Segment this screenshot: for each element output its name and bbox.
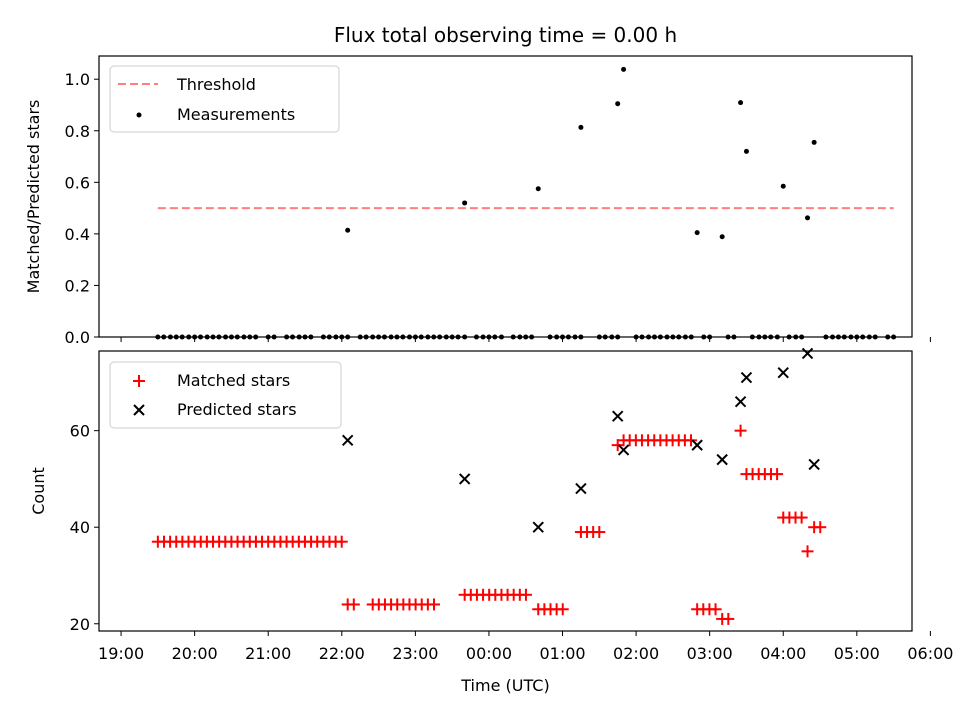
measurement-point bbox=[719, 234, 725, 240]
time-x-axis: 19:00 20:00 21:00 22:00 23:00 00:00 01:00 02:00… bbox=[98, 631, 953, 663]
predicted-star-marker bbox=[458, 473, 471, 485]
measurement-point bbox=[345, 227, 351, 233]
matched-star-marker bbox=[427, 598, 440, 611]
legend-matched-swatch bbox=[133, 375, 145, 387]
predicted-star-marker bbox=[532, 521, 544, 533]
ratio-y-tick-label: 0.8 bbox=[65, 122, 90, 141]
ratio-y-tick-label: 0.0 bbox=[65, 328, 90, 347]
time-x-tick-label: 04:00 bbox=[760, 644, 806, 663]
matched-star-marker bbox=[722, 612, 735, 625]
predicted-star-marker bbox=[808, 458, 820, 471]
counts-y-tick-label: 40 bbox=[70, 518, 90, 537]
matched-star-marker bbox=[556, 603, 569, 616]
time-x-tick-label: 23:00 bbox=[392, 644, 438, 663]
counts-y-axis-label: Count bbox=[29, 467, 48, 515]
predicted-star-marker bbox=[575, 482, 587, 495]
predicted-star-marker bbox=[341, 434, 354, 447]
ratio-y-axis-label: Matched/Predicted stars bbox=[24, 100, 43, 294]
matched-star-marker bbox=[814, 521, 827, 534]
measurement-point bbox=[811, 139, 817, 145]
time-x-tick-label: 20:00 bbox=[172, 644, 218, 663]
measurement-point bbox=[535, 186, 541, 192]
predicted-star-marker bbox=[777, 367, 789, 379]
legend-measurements-swatch bbox=[136, 112, 142, 118]
counts-plot-area bbox=[151, 347, 827, 625]
time-x-tick-label: 19:00 bbox=[98, 644, 144, 663]
measurement-point bbox=[780, 183, 786, 189]
counts-y-tick-label: 60 bbox=[70, 422, 90, 441]
matched-star-marker bbox=[709, 603, 722, 616]
measurement-point bbox=[743, 148, 749, 154]
matched-star-marker bbox=[795, 511, 808, 524]
counts-legend: Matched stars Predicted stars bbox=[109, 361, 342, 429]
top-chart-title: Flux total observing time = 0.00 h bbox=[334, 23, 677, 47]
ratio-y-tick-label: 1.0 bbox=[65, 70, 90, 89]
predicted-star-marker bbox=[801, 347, 814, 360]
measurement-point bbox=[462, 200, 468, 206]
legend-measurements-label: Measurements bbox=[177, 105, 295, 124]
measurement-point bbox=[738, 100, 744, 106]
measurement-point bbox=[615, 101, 621, 107]
matched-star-marker bbox=[335, 535, 348, 548]
predicted-star-marker bbox=[617, 444, 630, 456]
time-x-tick-label: 05:00 bbox=[834, 644, 880, 663]
predicted-star-marker bbox=[611, 410, 624, 422]
predicted-star-marker bbox=[740, 371, 753, 384]
counts-y-tick-label: 20 bbox=[70, 615, 90, 634]
measurement-point bbox=[694, 230, 700, 236]
time-x-tick-label: 00:00 bbox=[466, 644, 512, 663]
ratio-y-tick-label: 0.6 bbox=[65, 173, 90, 192]
matched-star-marker bbox=[593, 526, 606, 539]
measurement-point bbox=[621, 66, 627, 72]
predicted-star-marker bbox=[734, 395, 747, 408]
legend-threshold-label: Threshold bbox=[176, 75, 256, 94]
measurement-point bbox=[578, 124, 584, 130]
counts-plot-frame bbox=[98, 350, 913, 632]
time-x-tick-label: 02:00 bbox=[613, 644, 659, 663]
matched-star-marker bbox=[734, 424, 747, 437]
matched-star-marker bbox=[801, 545, 814, 558]
ratio-y-tick-label: 0.4 bbox=[65, 225, 90, 244]
ratio-legend: Threshold Measurements bbox=[109, 65, 340, 133]
legend-predicted-swatch bbox=[133, 404, 145, 416]
time-x-tick-label: 21:00 bbox=[245, 644, 291, 663]
time-x-tick-label: 03:00 bbox=[687, 644, 733, 663]
ratio-x-ticks bbox=[120, 337, 931, 342]
legend-matched-label: Matched stars bbox=[177, 371, 290, 390]
matched-star-marker bbox=[519, 588, 532, 601]
predicted-star-marker bbox=[691, 439, 703, 451]
matched-star-marker bbox=[347, 598, 360, 611]
time-x-axis-label: Time (UTC) bbox=[460, 676, 549, 695]
ratio-plot-frame bbox=[98, 55, 913, 338]
matched-star-marker bbox=[771, 468, 784, 481]
matched-star-marker bbox=[685, 434, 698, 447]
time-x-tick-label: 22:00 bbox=[319, 644, 365, 663]
ratio-y-axis: 0.0 0.2 0.4 0.6 0.8 1.0 bbox=[65, 70, 99, 347]
legend-predicted-label: Predicted stars bbox=[177, 400, 297, 419]
counts-y-axis: 20 40 60 bbox=[70, 422, 99, 634]
predicted-star-marker bbox=[716, 453, 728, 466]
ratio-y-tick-label: 0.2 bbox=[65, 276, 90, 295]
measurement-point bbox=[805, 215, 811, 221]
time-x-tick-label: 06:00 bbox=[907, 644, 953, 663]
time-x-tick-label: 01:00 bbox=[539, 644, 585, 663]
